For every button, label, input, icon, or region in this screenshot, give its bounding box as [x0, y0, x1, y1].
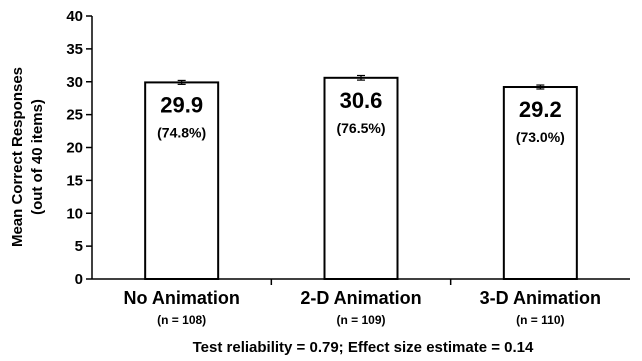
x-category-label: No Animation — [124, 288, 240, 308]
y-tick-label: 30 — [66, 74, 83, 91]
bar-percent-label: (74.8%) — [157, 124, 206, 140]
bar — [502, 86, 578, 281]
bar-value-label: 29.9 — [160, 92, 203, 117]
bar-percent-label: (73.0%) — [516, 129, 565, 145]
x-sample-size-label: (n = 109) — [336, 313, 385, 327]
y-tick-label: 20 — [66, 140, 83, 157]
y-axis-label: Mean Correct Responses (out of 40 items) — [9, 67, 46, 247]
y-axis: 0 5 10 15 20 25 30 35 40 — [66, 8, 452, 288]
bar-value-label: 30.6 — [340, 88, 383, 113]
footnote: Test reliability = 0.79; Effect size est… — [193, 339, 534, 356]
y-tick-label: 15 — [66, 172, 83, 189]
bar-percent-label: (76.5%) — [336, 120, 385, 136]
y-tick-label: 5 — [75, 238, 83, 255]
y-tick-label: 40 — [66, 8, 83, 25]
y-tick-label: 10 — [66, 205, 83, 222]
y-tick-label: 35 — [66, 41, 83, 58]
bar — [323, 76, 399, 281]
y-axis-label-line1: Mean Correct Responses — [9, 67, 26, 247]
x-category-label: 2-D Animation — [300, 288, 421, 308]
x-category-label: 3-D Animation — [480, 288, 601, 308]
x-axis-labels: No Animation (n = 108) 2-D Animation (n = 1… — [124, 288, 602, 327]
bar — [144, 81, 220, 280]
y-tick-label: 25 — [66, 107, 83, 124]
bar-value-label: 29.2 — [519, 97, 562, 122]
x-sample-size-label: (n = 110) — [516, 313, 564, 327]
bars: 29.9 (74.8%) 30.6 (76.5%) 29.2 (73.0%) — [144, 74, 578, 281]
y-tick-label: 0 — [75, 271, 83, 288]
y-axis-label-line2: (out of 40 items) — [29, 99, 46, 215]
x-sample-size-label: (n = 108) — [157, 313, 206, 327]
